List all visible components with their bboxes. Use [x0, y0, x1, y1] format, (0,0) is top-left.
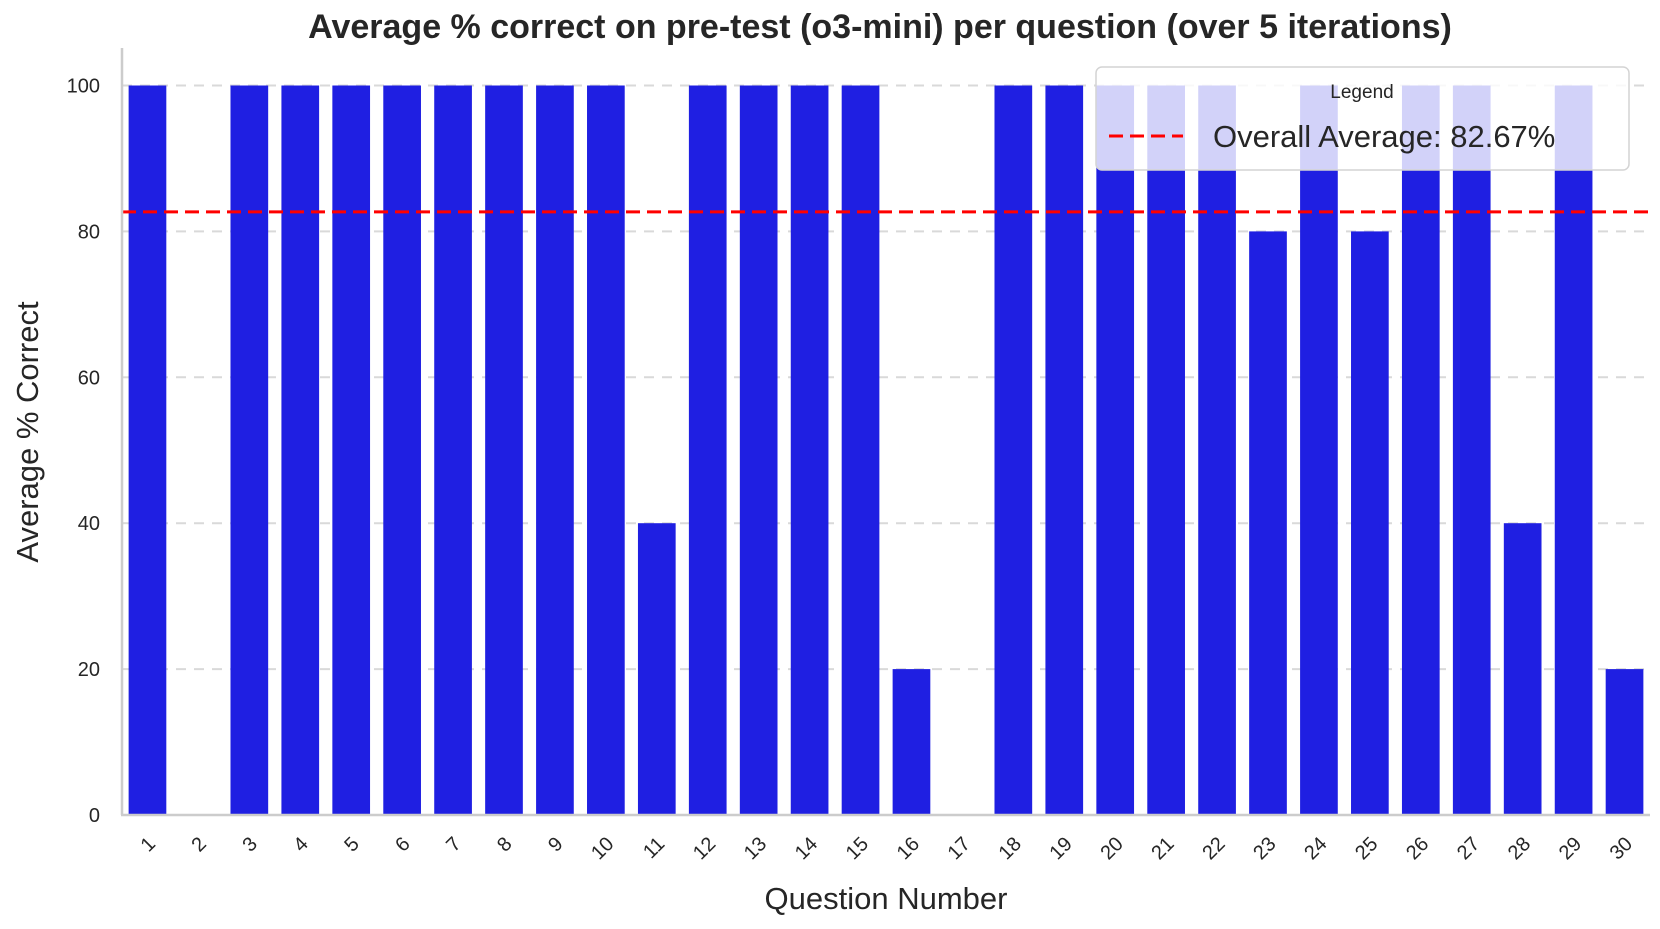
bar-q15	[841, 85, 880, 815]
y-tick-label: 80	[78, 221, 100, 243]
x-tick-label: 29	[1555, 833, 1586, 864]
x-tick-label: 4	[289, 833, 312, 856]
x-tick-label: 26	[1402, 833, 1433, 864]
y-tick-label: 40	[78, 513, 100, 535]
chart-title: Average % correct on pre-test (o3-mini) …	[308, 8, 1452, 46]
bar-q21	[1147, 85, 1185, 815]
bar-q4	[281, 85, 320, 815]
y-tick-label: 20	[78, 659, 100, 681]
x-tick-label: 19	[1046, 833, 1077, 864]
x-tick-labels: 1 2 3 4 5 6 7 8 9 10 11 12 13 14 15 16 17 18 19 20 21 22 23 24 2…	[137, 833, 1637, 864]
y-tick-label: 100	[67, 76, 100, 98]
y-tick-label: 60	[78, 367, 100, 389]
x-tick-label: 1	[137, 833, 160, 856]
bar-q22	[1198, 85, 1236, 815]
bar-q16	[892, 669, 931, 815]
bar-q20	[1096, 85, 1135, 815]
x-tick-label: 22	[1198, 833, 1229, 864]
bar-q9	[536, 85, 574, 815]
x-axis-label: Question Number	[765, 881, 1008, 916]
bar-q5	[332, 85, 371, 815]
bar-q6	[383, 85, 421, 815]
bar-q13	[739, 85, 778, 815]
bar-q8	[485, 85, 523, 815]
x-tick-label: 27	[1453, 833, 1484, 864]
bar-q25	[1351, 231, 1389, 815]
x-tick-label: 24	[1300, 833, 1331, 864]
x-tick-label: 25	[1351, 833, 1382, 864]
bar-q11	[637, 523, 676, 815]
bar-q12	[688, 85, 727, 815]
x-tick-label: 11	[639, 833, 669, 863]
x-tick-label: 20	[1096, 833, 1127, 864]
bar-q14	[790, 85, 829, 815]
bar-q1	[128, 85, 167, 815]
x-tick-label: 13	[740, 833, 771, 864]
x-tick-label: 28	[1504, 833, 1535, 864]
bar-q28	[1503, 523, 1542, 815]
legend: Legend Overall Average: 82.67%	[1095, 66, 1630, 171]
y-axis-label: Average % Correct	[10, 301, 45, 563]
bar-q23	[1249, 231, 1287, 815]
legend-entry-label: Overall Average: 82.67%	[1213, 119, 1555, 154]
x-tick-label: 17	[944, 833, 975, 864]
x-tick-label: 12	[689, 833, 720, 864]
x-tick-label: 6	[391, 833, 414, 856]
bar-q18	[994, 85, 1033, 815]
x-tick-label: 18	[995, 833, 1026, 864]
x-tick-label: 8	[493, 833, 516, 856]
x-tick-label: 23	[1249, 833, 1280, 864]
x-tick-label: 3	[238, 833, 261, 856]
x-tick-label: 15	[842, 833, 873, 864]
bar-q30	[1605, 669, 1644, 815]
legend-title: Legend	[1330, 82, 1393, 103]
bar-q19	[1045, 85, 1084, 815]
bar-q27	[1452, 85, 1491, 815]
x-tick-label: 10	[587, 833, 618, 864]
y-tick-labels: 0 20 40 60 80 100	[67, 76, 100, 828]
bar-q3	[230, 85, 269, 815]
x-tick-label: 14	[791, 833, 822, 864]
legend-box	[1095, 66, 1630, 171]
x-tick-label: 16	[893, 833, 924, 864]
x-tick-label: 7	[442, 833, 465, 856]
x-tick-label: 21	[1147, 833, 1178, 864]
x-tick-label: 5	[340, 833, 363, 856]
x-tick-label: 2	[188, 833, 211, 856]
x-tick-label: 9	[544, 833, 567, 856]
bar-q26	[1401, 85, 1440, 815]
bar-q29	[1554, 85, 1593, 815]
x-tick-label: 30	[1606, 833, 1637, 864]
gridlines	[122, 84, 1650, 671]
bar-q10	[587, 85, 625, 815]
bars	[128, 85, 1644, 815]
bar-q24	[1300, 85, 1338, 815]
y-tick-label: 0	[89, 805, 100, 827]
bar-q7	[434, 85, 472, 815]
